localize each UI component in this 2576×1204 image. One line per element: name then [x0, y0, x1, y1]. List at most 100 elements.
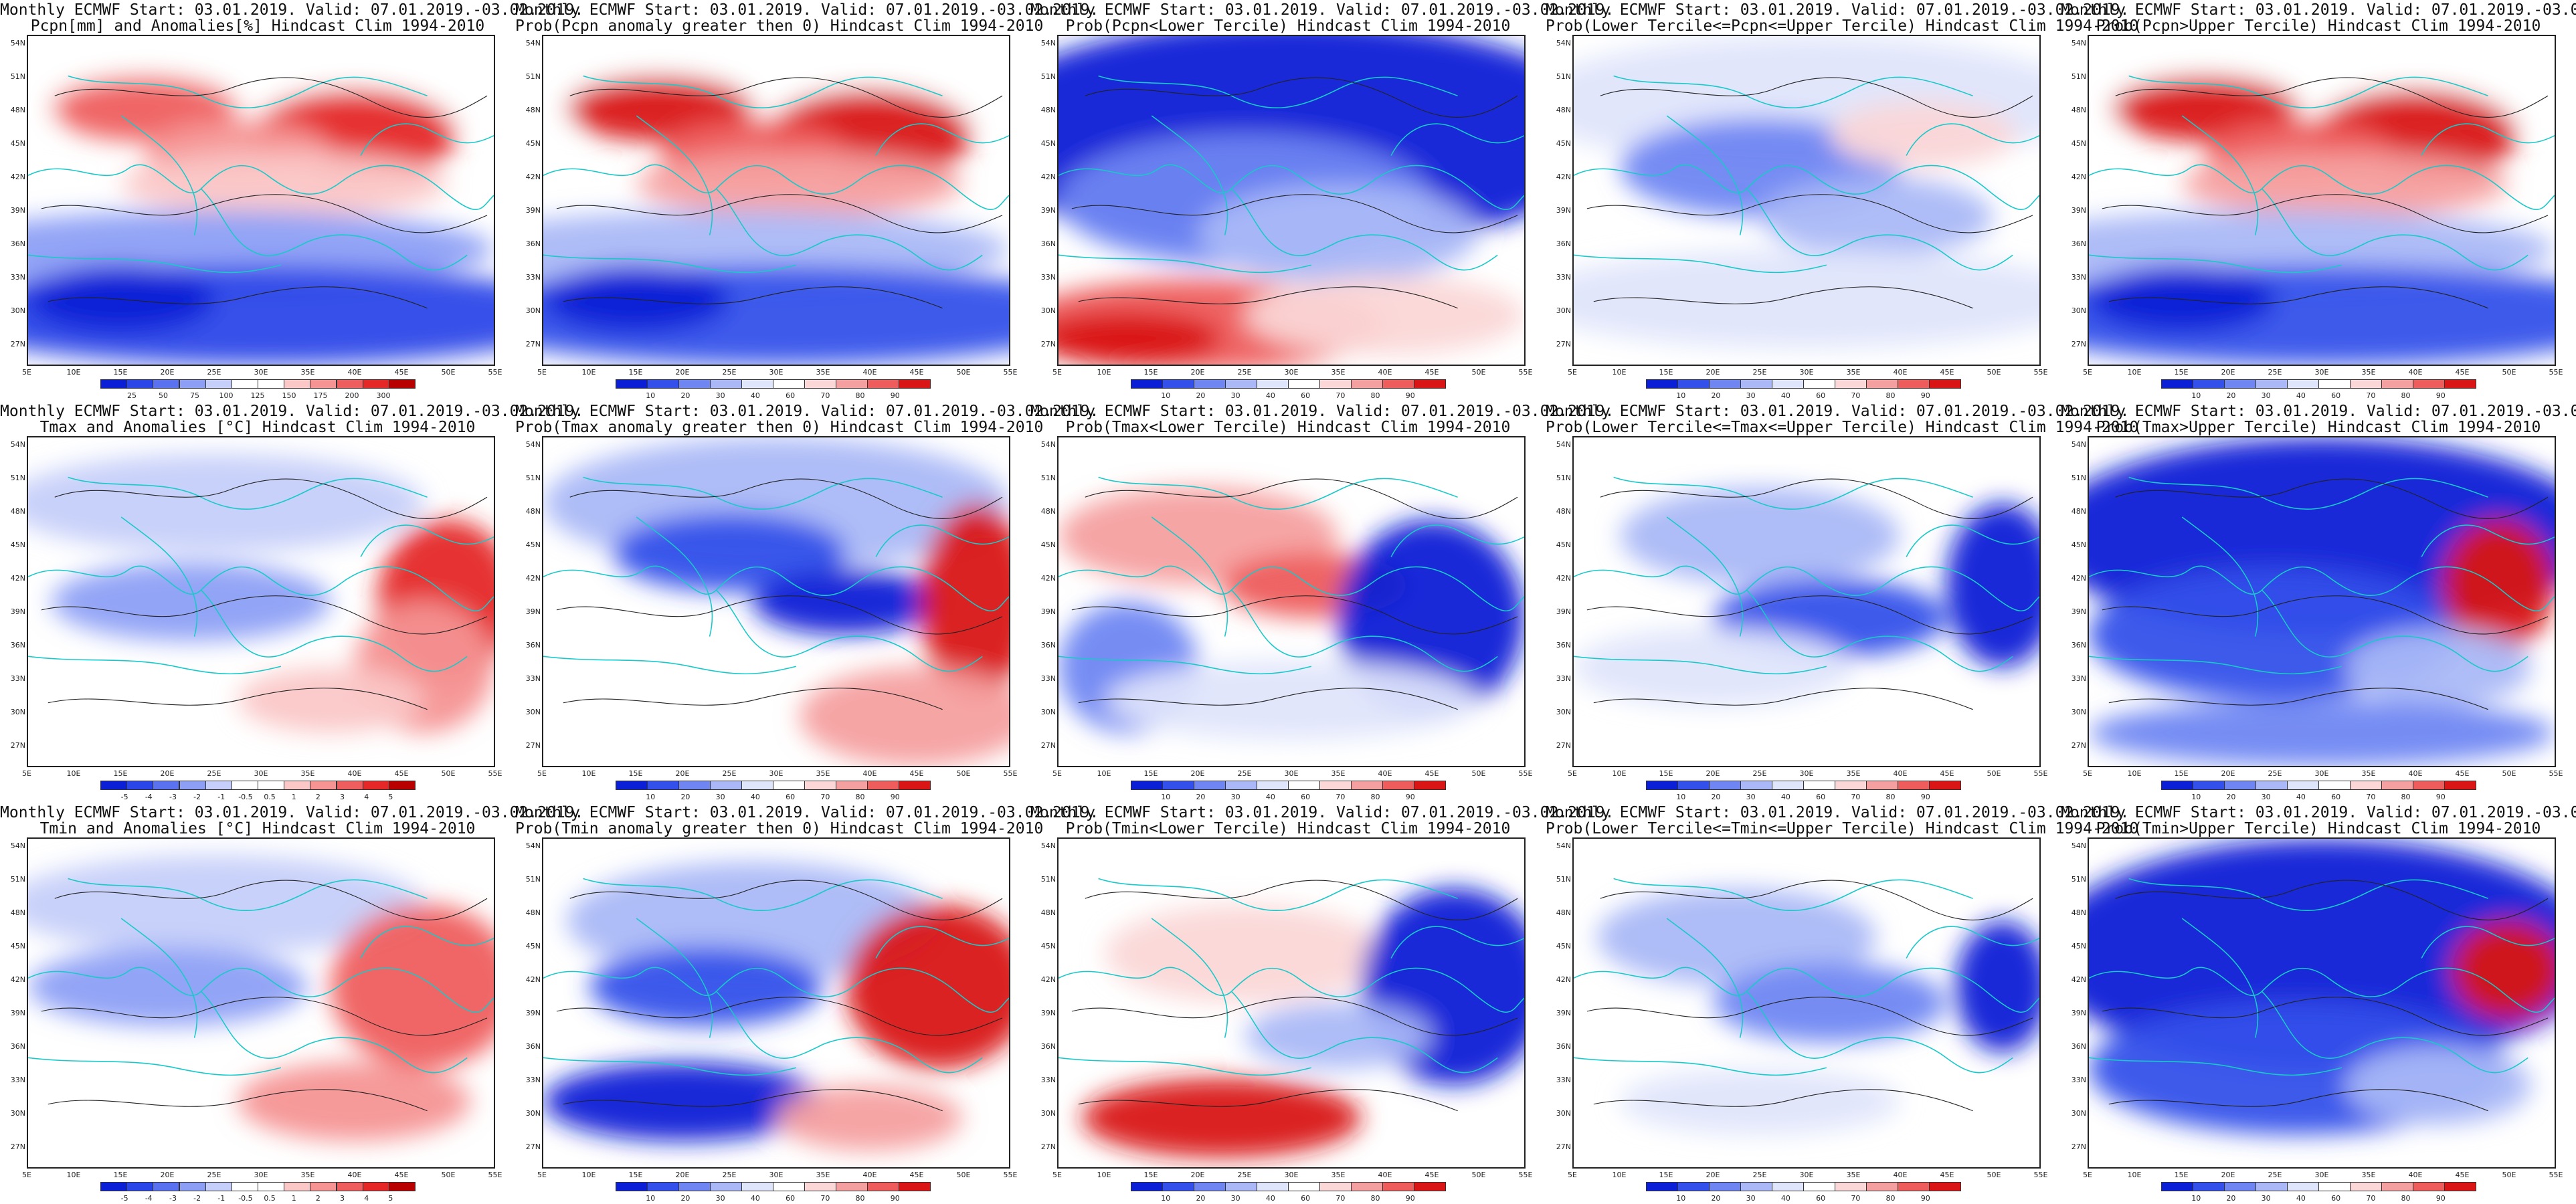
latitude-label: 54N	[10, 440, 25, 449]
longitude-label: 30E	[2314, 769, 2329, 778]
coastline	[68, 878, 428, 912]
coastline	[1746, 991, 1853, 1059]
contour-line	[556, 997, 1003, 1036]
latitude-label: 33N	[2071, 1076, 2086, 1084]
longitude-label: 25E	[1237, 769, 1252, 778]
longitude-label: 30E	[1799, 1171, 1814, 1179]
longitude-label: 55E	[2549, 769, 2563, 778]
coastline	[2089, 656, 2342, 675]
shading-region	[543, 1062, 823, 1141]
map-area	[2088, 436, 2556, 767]
longitude-label: 55E	[2033, 368, 2048, 377]
shading-region	[1081, 1078, 1362, 1158]
longitude-label: 50E	[441, 368, 456, 377]
longitude-label: 25E	[722, 1171, 737, 1179]
colorbar-label: 40	[750, 1194, 760, 1203]
colorbar-label: -2	[193, 793, 201, 801]
colorbar-segment	[1414, 1182, 1446, 1191]
panel-title-line2: Prob(Lower Tercile<=Tmin<=Upper Tercile)…	[1546, 820, 2139, 837]
longitude-label: 35E	[1846, 1171, 1861, 1179]
shading-region	[566, 862, 939, 981]
colorbar-label: 2	[315, 1194, 320, 1203]
longitude-label: 45E	[394, 368, 409, 377]
shading-region	[28, 855, 424, 954]
colorbar-label: 60	[1301, 391, 1311, 400]
colorbar-segment	[100, 781, 128, 790]
colorbar-label: 90	[1405, 1194, 1415, 1203]
latitude-label: 42N	[1040, 975, 1056, 984]
longitude-label: 15E	[113, 1171, 128, 1179]
longitude-label: 55E	[1518, 1171, 1533, 1179]
latitude-label: 45N	[1556, 942, 1571, 950]
colorbar-label: 75	[190, 391, 199, 400]
shading-region	[28, 454, 424, 553]
latitude-label: 36N	[1556, 641, 1571, 649]
latitude-label: 36N	[10, 239, 25, 248]
longitude-label: 5E	[2083, 368, 2092, 377]
panel-title-line1: Monthly ECMWF Start: 03.01.2019. Valid: …	[1030, 1, 1615, 19]
longitude-label: 15E	[1659, 769, 1673, 778]
colorbar-segment	[867, 1182, 899, 1191]
colorbar-segment	[126, 379, 154, 389]
colorbar-label: 90	[2435, 1194, 2446, 1203]
colorbar-label: 30	[715, 793, 725, 801]
colorbar-label: 60	[2331, 391, 2341, 400]
longitude-label: 45E	[1940, 769, 1954, 778]
longitude-label: 25E	[2268, 1171, 2282, 1179]
longitude-label: 45E	[2455, 769, 2470, 778]
contour-line	[48, 286, 428, 309]
latitude-label: 27N	[10, 1142, 25, 1151]
longitude-label: 15E	[1143, 368, 1158, 377]
colorbar-segment	[284, 379, 311, 389]
longitude-label: 45E	[1940, 368, 1954, 377]
longitude-label: 25E	[1752, 769, 1767, 778]
colorbar	[100, 781, 416, 790]
contour-line	[2115, 77, 2549, 118]
colorbar-label: 40	[1265, 1194, 1275, 1203]
colorbar-label: 30	[715, 1194, 725, 1203]
contour-line	[1071, 997, 1518, 1036]
coastline	[822, 635, 983, 672]
contour-line	[563, 286, 943, 309]
shading-region	[589, 947, 823, 1026]
coastline	[2089, 565, 2555, 611]
latitude-label: 48N	[10, 507, 25, 516]
latitude-label: 27N	[1556, 741, 1571, 750]
coastline	[875, 123, 1009, 156]
latitude-label: 48N	[10, 106, 25, 114]
colorbar-segment	[231, 781, 258, 790]
coastline	[1906, 123, 2039, 156]
longitude-label: 35E	[2361, 368, 2376, 377]
longitude-label: 50E	[2502, 769, 2516, 778]
colorbar-label: 80	[2401, 391, 2411, 400]
longitude-label: 10E	[581, 1171, 596, 1179]
colorbar-label: 30	[1746, 1194, 1756, 1203]
colorbar-label: 40	[1780, 1194, 1790, 1203]
latitude-label: 48N	[525, 507, 541, 516]
colorbar-segment	[1382, 379, 1414, 389]
coastline	[2089, 967, 2555, 1013]
colorbar-segment	[1288, 1182, 1320, 1191]
contour-line	[1600, 880, 2033, 920]
latitude-label: 45N	[10, 942, 25, 950]
latitude-label: 51N	[525, 474, 541, 482]
coastline	[2421, 123, 2555, 156]
shading-region	[1620, 1068, 1900, 1134]
contour-line	[1071, 595, 1518, 635]
coastline	[1613, 75, 1973, 109]
map-panel: Monthly ECMWF Start: 03.01.2019. Valid: …	[1030, 0, 1615, 401]
shading-region	[776, 1085, 963, 1151]
latitude-label: 39N	[10, 607, 25, 616]
colorbar-label: 20	[1711, 793, 1721, 801]
latitude-label: 42N	[1556, 574, 1571, 583]
longitude-label: 55E	[1518, 769, 1533, 778]
colorbar-segment	[2287, 379, 2319, 389]
latitude-label: 51N	[1040, 474, 1056, 482]
longitude-label: 35E	[1846, 368, 1861, 377]
colorbar-segment	[258, 379, 285, 389]
colorbar-label: 25	[127, 391, 136, 400]
longitude-label: 20E	[160, 368, 175, 377]
latitude-label: 54N	[1040, 841, 1056, 850]
colorbar-label: 30	[2261, 793, 2271, 801]
contour-line	[1593, 1089, 1973, 1112]
